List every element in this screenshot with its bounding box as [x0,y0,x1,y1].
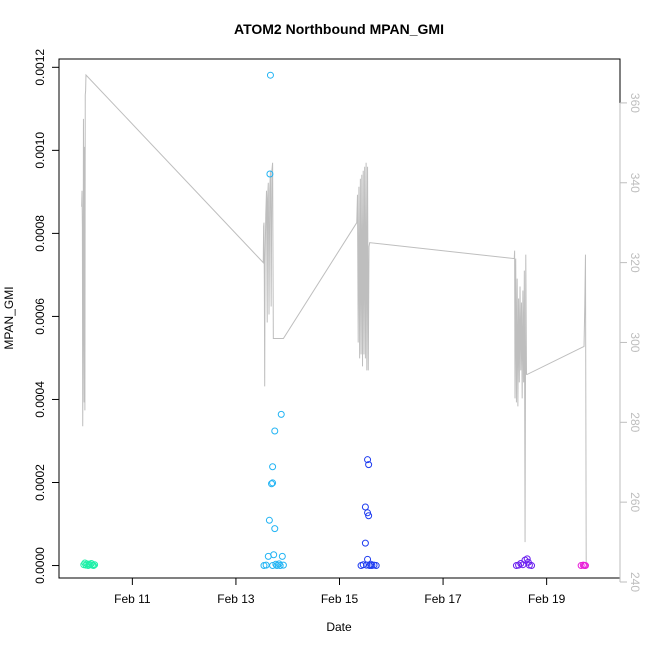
axes-layer: Feb 11 Feb 13 Feb 15 Feb 17 Feb 19 0.0000 0.00… [33,49,642,606]
data-point [359,561,367,569]
y-tick-label: 0.0004 [33,381,47,418]
data-point [271,427,279,435]
data-point [266,170,274,178]
y2-tick-label: 280 [628,412,642,432]
data-point [523,555,531,563]
data-point [269,562,277,570]
x-tick-label: Feb 15 [321,592,359,606]
y-tick-label: 0.0002 [33,464,47,501]
y2-tick-label: 240 [628,572,642,592]
data-point [265,516,273,524]
data-point [90,562,98,570]
x-tick-label: Feb 17 [424,592,462,606]
y2-tick-label: 360 [628,93,642,113]
data-point [372,562,380,570]
chart-title: ATOM2 Northbound MPAN_GMI [234,21,444,37]
data-point [364,555,372,563]
data-point [279,561,287,569]
y-axis-label: MPAN_GMI [2,286,16,349]
data-point [365,461,373,469]
data-point [361,539,369,547]
y2-tick-label: 320 [628,253,642,273]
data-point [275,560,283,568]
data-point [271,525,279,533]
points-layer [80,71,589,570]
series-line [81,73,587,563]
y2-tick-label: 340 [628,173,642,193]
data-point [528,562,536,570]
y-tick-label: 0.0006 [33,298,47,335]
data-point [91,561,99,569]
data-point [272,560,280,568]
data-point [278,552,286,560]
y-tick-label: 0.0010 [33,132,47,169]
x-tick-label: Feb 11 [114,592,151,606]
data-point [361,503,369,511]
plot-frame [58,58,621,579]
data-point [365,512,373,520]
right-axis-line-layer [81,73,587,563]
data-point [269,479,277,487]
data-point [364,456,372,464]
x-axis-label: Date [326,620,352,634]
data-point [276,562,284,570]
y-tick-label: 0.0008 [33,215,47,252]
data-point [268,480,276,488]
x-tick-label: Feb 13 [217,592,255,606]
y-tick-label: 0.0000 [33,547,47,584]
y2-tick-label: 300 [628,332,642,352]
data-point [266,71,274,79]
x-tick-label: Feb 19 [528,592,566,606]
data-point [269,463,277,471]
y2-tick-label: 260 [628,492,642,512]
data-point [515,561,523,569]
data-point [581,562,589,570]
data-point [87,559,95,567]
data-point [277,410,285,418]
data-point [270,551,278,559]
y-tick-label: 0.0012 [33,49,47,86]
